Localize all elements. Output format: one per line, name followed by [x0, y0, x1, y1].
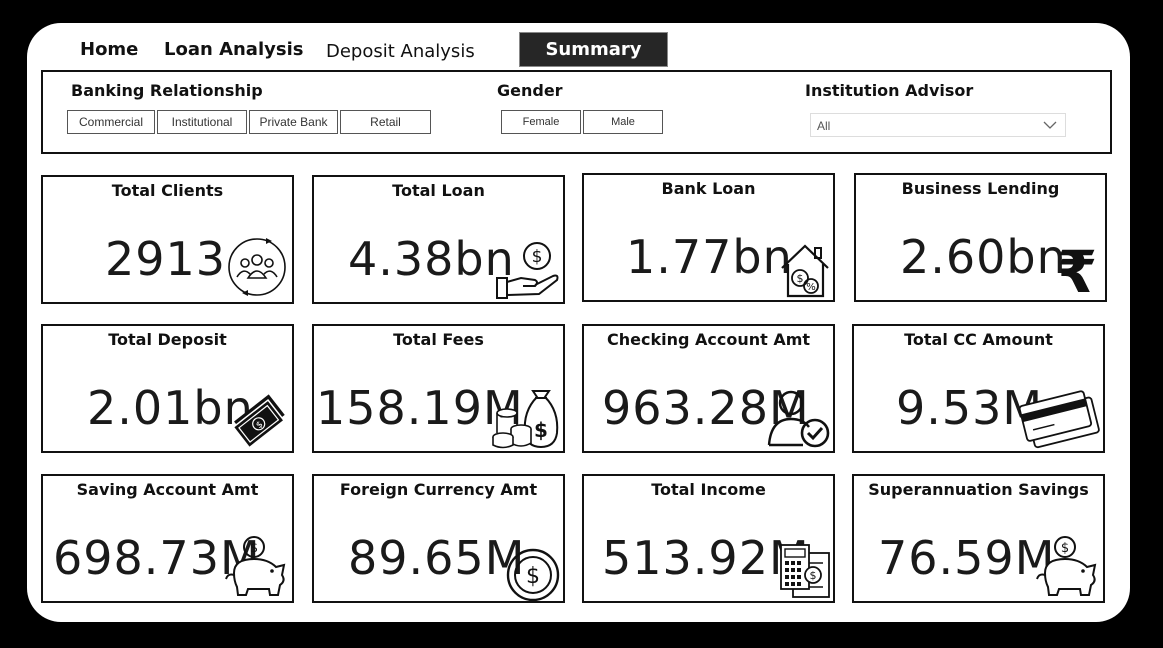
card-title: Total Fees [393, 330, 484, 349]
card-title: Bank Loan [661, 179, 756, 198]
chip-private-bank[interactable]: Private Bank [249, 110, 338, 134]
kpi-card-foreign-currency-amt[interactable]: Foreign Currency Amt 89.65M $ [312, 474, 565, 603]
kpi-card-total-fees[interactable]: Total Fees 158.19M $ [312, 324, 565, 453]
svg-text:₹: ₹ [1057, 238, 1097, 298]
card-title: Total Loan [392, 181, 485, 200]
svg-text:$: $ [1061, 541, 1069, 556]
house-percent-icon: $ % [779, 240, 831, 298]
chip-institutional[interactable]: Institutional [157, 110, 247, 134]
card-value: 4.38bn [348, 232, 515, 286]
card-value: 513.92M [602, 531, 810, 585]
card-value: 89.65M [348, 531, 526, 585]
banking-relationship-title: Banking Relationship [71, 81, 263, 100]
cash-stack-icon: $ [230, 387, 290, 449]
nav-deposit-analysis[interactable]: Deposit Analysis [326, 41, 475, 62]
card-value: 2.60bn [900, 230, 1067, 284]
card-value: 2.01bn [87, 381, 254, 435]
svg-text:$: $ [255, 420, 266, 431]
clients-cycle-icon [224, 234, 290, 300]
kpi-card-business-lending[interactable]: Business Lending 2.60bn ₹ [854, 173, 1107, 302]
money-bag-coins-icon: $ [491, 389, 561, 449]
calculator-icon: $ [779, 543, 831, 599]
card-value: 9.53M [896, 381, 1044, 435]
filter-panel: Banking Relationship Commercial Institut… [41, 70, 1112, 154]
chip-female[interactable]: Female [501, 110, 581, 134]
kpi-card-total-cc-amount[interactable]: Total CC Amount 9.53M [852, 324, 1105, 453]
advisor-selected-value: All [817, 119, 831, 133]
user-check-icon [767, 387, 831, 449]
institution-advisor-dropdown[interactable]: All [810, 113, 1066, 137]
card-title: Superannuation Savings [868, 480, 1089, 499]
card-value: 698.73M [53, 531, 261, 585]
chip-male[interactable]: Male [583, 110, 663, 134]
svg-text:$: $ [810, 569, 817, 582]
chip-retail[interactable]: Retail [340, 110, 431, 134]
card-value: 76.59M [878, 531, 1056, 585]
kpi-card-superannuation-savings[interactable]: Superannuation Savings 76.59M $ [852, 474, 1105, 603]
piggy-bank-icon: $ [1035, 533, 1101, 599]
card-value: 158.19M [316, 381, 524, 435]
piggy-bank-icon: $ [224, 533, 290, 599]
svg-text:$: $ [526, 564, 540, 589]
card-title: Total Deposit [108, 330, 227, 349]
chevron-down-icon [1043, 119, 1057, 133]
card-title: Checking Account Amt [606, 330, 811, 349]
credit-card-icon [1019, 387, 1101, 449]
svg-text:%: % [806, 282, 816, 293]
svg-text:$: $ [250, 541, 258, 556]
institution-advisor-title: Institution Advisor [805, 81, 974, 100]
card-value: 2913 [105, 232, 227, 286]
kpi-card-total-income[interactable]: Total Income 513.92M $ [582, 474, 835, 603]
card-title: Total CC Amount [904, 330, 1053, 349]
card-title: Total Income [651, 480, 766, 499]
kpi-card-total-deposit[interactable]: Total Deposit 2.01bn $ [41, 324, 294, 453]
kpi-card-checking-account-amt[interactable]: Checking Account Amt 963.28M [582, 324, 835, 453]
card-value: 1.77bn [626, 230, 793, 284]
kpi-card-total-clients[interactable]: Total Clients 2913 [41, 175, 294, 304]
svg-text:$: $ [797, 272, 804, 285]
nav-loan-analysis[interactable]: Loan Analysis [164, 39, 304, 60]
kpi-card-saving-account-amt[interactable]: Saving Account Amt 698.73M $ [41, 474, 294, 603]
kpi-card-bank-loan[interactable]: Bank Loan 1.77bn $ % [582, 173, 835, 302]
nav-summary[interactable]: Summary [519, 32, 668, 67]
card-title: Total Clients [111, 181, 224, 200]
hand-coin-icon: $ [495, 234, 561, 300]
card-title: Business Lending [901, 179, 1060, 198]
chip-commercial[interactable]: Commercial [67, 110, 155, 134]
svg-text:$: $ [532, 247, 543, 267]
svg-text:$: $ [534, 418, 548, 442]
kpi-card-total-loan[interactable]: Total Loan 4.38bn $ [312, 175, 565, 304]
dollar-coin-icon: $ [505, 547, 561, 601]
card-title: Foreign Currency Amt [339, 480, 538, 499]
nav-home[interactable]: Home [80, 39, 139, 60]
card-title: Saving Account Amt [76, 480, 259, 499]
gender-title: Gender [497, 81, 563, 100]
report-canvas: Home Loan Analysis Deposit Analysis Summ… [27, 23, 1130, 622]
rupee-icon: ₹ [1055, 238, 1099, 298]
